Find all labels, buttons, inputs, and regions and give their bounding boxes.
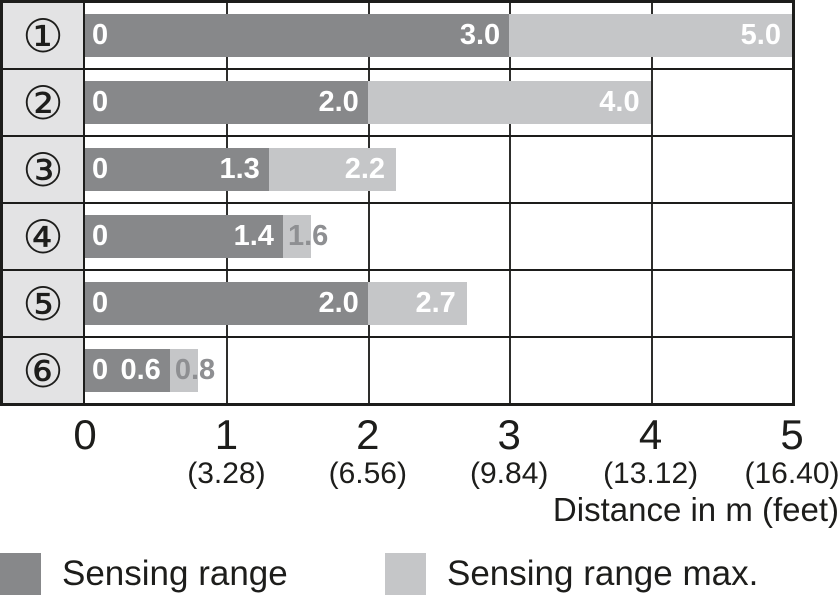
bar-max-value: 5.0 — [740, 19, 781, 51]
bar-max-value: 0.8 — [174, 354, 216, 386]
chart-row: ① 0 3.0 5.0 — [3, 3, 792, 70]
bar-max-value: 2.2 — [344, 153, 386, 185]
row-plot: 0 2.0 4.0 — [85, 70, 792, 135]
bar-sensing-value: 3.0 — [459, 19, 501, 51]
x-tick-feet-label: (16.40) — [744, 456, 840, 490]
row-category-2: ② — [3, 70, 85, 135]
bar-zero-label: 0 — [92, 287, 109, 319]
bar-zero-label: 0 — [92, 86, 109, 118]
x-tick-m-label: 1 — [214, 411, 239, 458]
chart-table: ① 0 3.0 5.0 ② 0 2.0 4.0 ③ — [0, 0, 795, 406]
row-plot: 0 1.3 2.2 — [85, 137, 792, 202]
x-tick-0: 0 — [5, 411, 165, 458]
legend-label: Sensing range — [62, 554, 288, 593]
row-plot: 0 0.6 0.8 — [85, 338, 792, 403]
x-axis-label: Distance in m (feet) — [552, 491, 839, 528]
x-tick-m-label: 0 — [73, 411, 97, 458]
x-tick-3: 3 (9.84) — [429, 411, 589, 490]
chart-row: ⑤ 0 2.0 2.7 — [3, 271, 792, 338]
bar-max-value: 4.0 — [599, 86, 640, 118]
bar-zero-label: 0 — [92, 220, 109, 252]
legend-label: Sensing range max. — [447, 554, 759, 593]
x-tick-feet-label: (3.28) — [187, 456, 266, 490]
x-tick-m-label: 3 — [497, 411, 521, 458]
x-tick-1: 1 (3.28) — [146, 411, 306, 490]
bar-sensing — [85, 215, 283, 258]
legend-swatch-dark — [0, 553, 41, 595]
bar-sensing-value: 1.4 — [233, 220, 274, 252]
chart-row: ③ 0 1.3 2.2 — [3, 137, 792, 204]
x-tick-4: 4 (13.12) — [571, 411, 731, 490]
x-tick-feet-label: (13.12) — [603, 456, 699, 490]
bar-sensing-value: 0.6 — [120, 354, 161, 386]
bar-sensing — [85, 148, 269, 191]
legend-item-sensing-range-max: Sensing range max. — [385, 553, 758, 595]
row-plot: 0 2.0 2.7 — [85, 271, 792, 336]
bar-sensing-value: 1.3 — [219, 153, 260, 185]
chart-row: ② 0 2.0 4.0 — [3, 70, 792, 137]
legend-item-sensing-range: Sensing range — [0, 553, 288, 595]
row-category-6: ⑥ — [3, 338, 85, 403]
x-tick-2: 2 (6.56) — [288, 411, 448, 490]
x-tick-5: 5 (16.40) — [712, 411, 840, 490]
bar-sensing-value: 2.0 — [318, 287, 359, 319]
x-tick-m-label: 4 — [638, 411, 663, 458]
chart-row: ⑥ 0 0.6 0.8 — [3, 338, 792, 403]
bar-max-value: 2.7 — [415, 287, 456, 319]
bar-sensing — [85, 81, 368, 124]
row-plot: 0 3.0 5.0 — [85, 3, 792, 68]
bar-sensing — [85, 14, 510, 57]
row-category-3: ③ — [3, 137, 85, 202]
row-category-1: ① — [3, 3, 85, 68]
x-tick-feet-label: (6.56) — [328, 456, 407, 490]
x-tick-m-label: 5 — [780, 411, 804, 458]
row-category-4: ④ — [3, 204, 85, 269]
bar-sensing — [85, 282, 368, 325]
bar-sensing — [85, 349, 170, 392]
bar-zero-label: 0 — [92, 153, 109, 185]
legend-swatch-light — [385, 553, 426, 595]
row-category-5: ⑤ — [3, 271, 85, 336]
bar-sensing-value: 2.0 — [318, 86, 359, 118]
bar-zero-label: 0 — [92, 354, 109, 386]
bar-max-value: 1.6 — [287, 220, 329, 252]
row-plot: 0 1.4 1.6 — [85, 204, 792, 269]
bar-zero-label: 0 — [92, 19, 109, 51]
x-tick-m-label: 2 — [356, 411, 380, 458]
x-tick-feet-label: (9.84) — [470, 456, 549, 490]
chart-row: ④ 0 1.4 1.6 — [3, 204, 792, 271]
